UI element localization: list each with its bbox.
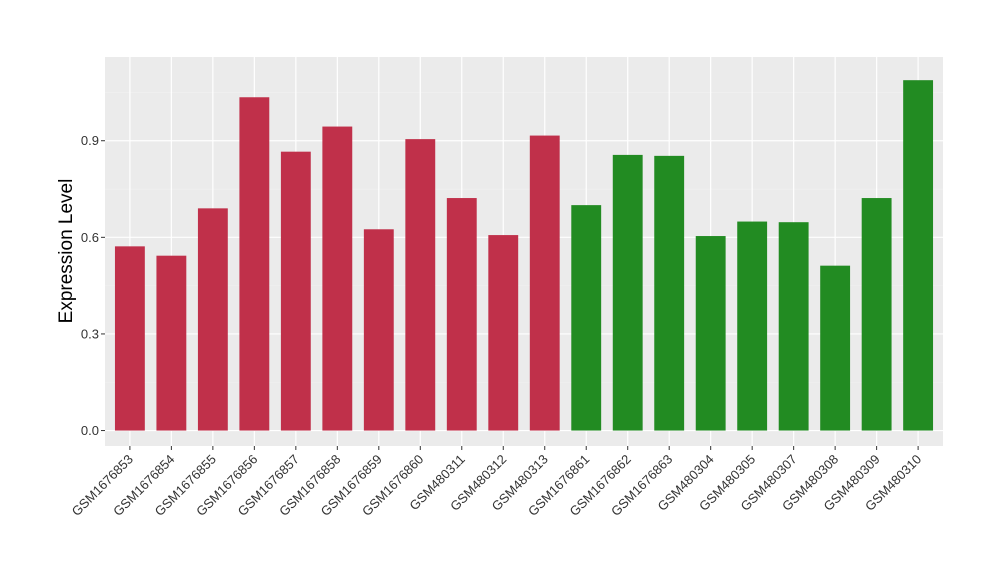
y-axis-label: Expression Level [56,179,77,324]
bars [114,80,934,431]
bar-GSM1676856 [239,97,270,431]
bar-GSM1676859 [363,229,394,431]
bar-GSM480308 [820,265,851,431]
bar-GSM1676857 [280,151,311,431]
y-axis: 0.0 0.3 0.6 0.9 [81,133,105,438]
bar-GSM480311 [446,198,477,431]
bar-GSM1676858 [322,126,353,431]
y-tick-label: 0.3 [81,326,99,341]
plot-panel [105,57,943,446]
bar-GSM480313 [529,135,560,431]
bar-GSM480307 [778,222,809,431]
bar-GSM1676854 [156,255,187,431]
bar-GSM1676860 [405,139,436,431]
bar-GSM480305 [737,221,768,431]
bar-GSM1676861 [571,205,602,431]
bar-GSM480312 [488,235,519,431]
bar-GSM480309 [861,198,892,431]
bar-GSM480304 [695,236,726,431]
y-tick-label: 0.0 [81,423,99,438]
y-tick-label: 0.9 [81,133,99,148]
bar-GSM480310 [903,80,934,431]
bar-GSM1676853 [114,246,145,431]
bar-GSM1676862 [612,154,643,431]
y-tick-label: 0.6 [81,230,99,245]
x-axis: GSM1676853GSM1676854GSM1676855GSM1676856… [69,446,924,519]
bar-GSM1676863 [654,155,685,431]
bar-GSM1676855 [197,208,228,431]
